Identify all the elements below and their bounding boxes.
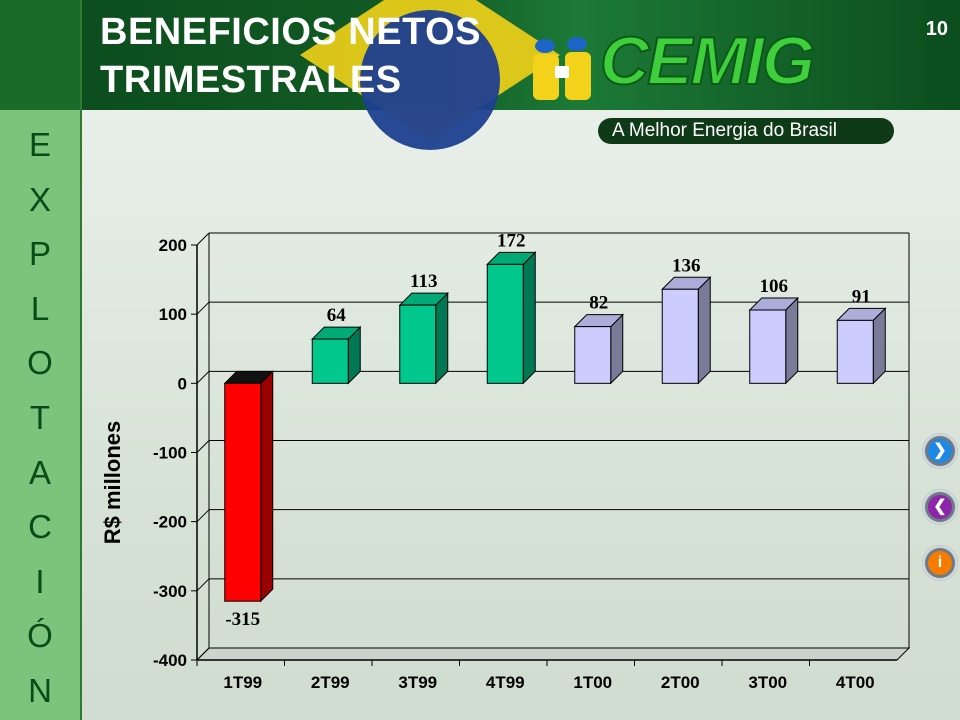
y-axis-label: R$ millones xyxy=(100,421,125,544)
bar-side xyxy=(697,276,711,385)
brazil-flag-globe xyxy=(360,10,500,150)
bar xyxy=(399,304,437,384)
data-label: 172 xyxy=(497,230,526,251)
gridline-depth xyxy=(196,440,210,453)
tagline-bar xyxy=(598,118,894,144)
bar-side xyxy=(785,296,799,385)
gridline-depth xyxy=(196,509,210,523)
info-button[interactable]: i xyxy=(922,545,958,581)
sidebar-letter: X xyxy=(28,180,51,218)
bar xyxy=(749,309,787,384)
section-sidebar: E X P L O T A C I Ó N xyxy=(0,0,82,720)
x-tick-label: 1T00 xyxy=(573,673,612,692)
y-tick-label: -200 xyxy=(153,513,187,532)
x-tick-label: 4T99 xyxy=(486,673,525,692)
sidebar-letter: I xyxy=(35,562,45,600)
bar xyxy=(311,338,349,384)
sidebar-vertical-label: E X P L O T A C I Ó N xyxy=(0,118,80,719)
data-label: 106 xyxy=(760,276,789,297)
gridline-depth xyxy=(196,578,210,592)
sidebar-letter: L xyxy=(30,289,50,327)
sidebar-header xyxy=(0,0,80,110)
sidebar-letter: E xyxy=(28,126,51,163)
slide-title: BENEFICIOS NETOS TRIMESTRALES xyxy=(100,8,481,104)
bar xyxy=(224,382,262,602)
data-label: 113 xyxy=(410,271,437,292)
info-icon: i xyxy=(928,551,952,575)
tagline: A Melhor Energia do Brasil xyxy=(612,120,837,141)
sidebar-letter: Ó xyxy=(27,617,53,655)
gridline-depth xyxy=(196,232,210,246)
data-label: 82 xyxy=(589,293,608,314)
y-tick-label: 0 xyxy=(178,374,187,393)
data-label: -315 xyxy=(225,609,260,630)
page-number: 10 xyxy=(925,18,948,40)
gridline-depth xyxy=(196,647,210,661)
bar-side xyxy=(872,307,886,385)
bar-side xyxy=(522,251,536,385)
cemig-logo: CEMIG xyxy=(599,22,816,100)
data-label: 64 xyxy=(327,305,347,326)
data-label: 91 xyxy=(852,286,871,307)
sidebar-letter: T xyxy=(29,398,51,436)
x-tick-label: 2T99 xyxy=(311,673,350,692)
chevron-left-icon: ❮ xyxy=(928,495,952,519)
gridline-depth xyxy=(196,301,210,315)
next-slide-button[interactable]: ❯ xyxy=(922,433,958,469)
workers-image xyxy=(533,37,591,100)
x-tick-label: 2T00 xyxy=(661,673,700,692)
bar xyxy=(574,326,612,384)
quarterly-net-profit-chart: 200 100 0 -100 -200 -300 -400 R$ millones -315 1T… xyxy=(100,230,911,692)
sidebar-letter: A xyxy=(28,453,51,491)
y-tick-label: -300 xyxy=(153,582,187,601)
previous-slide-button[interactable]: ❮ xyxy=(922,489,958,525)
bar-side xyxy=(260,370,274,603)
bar xyxy=(661,288,699,384)
data-label: 136 xyxy=(672,255,701,276)
y-tick-label: 100 xyxy=(159,305,187,324)
bar-side xyxy=(435,291,449,385)
y-tick-label: -100 xyxy=(153,444,187,463)
x-tick-label: 3T00 xyxy=(748,673,787,692)
sidebar-letter: C xyxy=(28,508,52,546)
header-banner: BENEFICIOS NETOS TRIMESTRALES CEMIG 10 xyxy=(0,0,960,150)
title-line-2: TRIMESTRALES xyxy=(100,59,402,101)
y-tick-label: -400 xyxy=(153,651,187,670)
title-line-1: BENEFICIOS NETOS xyxy=(100,11,482,53)
y-tick-label: 200 xyxy=(159,236,187,255)
x-tick-label: 1T99 xyxy=(223,673,262,692)
x-tick-label: 4T00 xyxy=(836,673,875,692)
bar xyxy=(836,319,874,384)
sidebar-letter: P xyxy=(28,235,51,273)
gridline-depth xyxy=(196,370,210,384)
chart-floor xyxy=(195,647,911,661)
chevron-right-icon: ❯ xyxy=(928,439,952,463)
sidebar-letter: O xyxy=(27,344,53,382)
sidebar-letter: N xyxy=(28,671,52,709)
bar xyxy=(486,263,524,384)
x-tick-label: 3T99 xyxy=(398,673,437,692)
